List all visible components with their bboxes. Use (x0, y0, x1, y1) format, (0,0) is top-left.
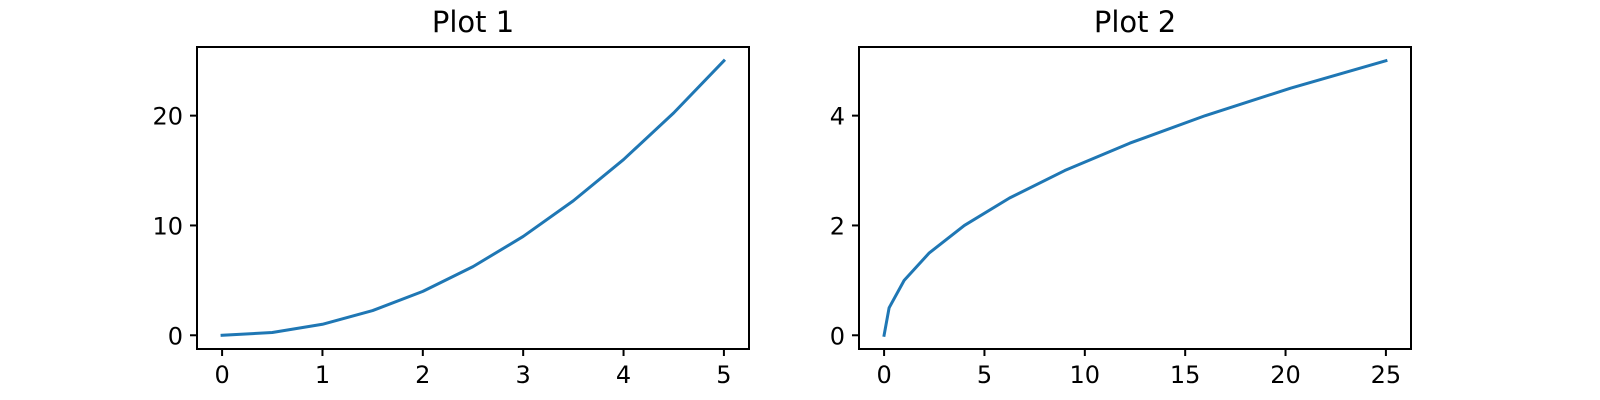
y-tick-label: 0 (830, 322, 845, 350)
series-line (220, 58, 727, 337)
x-tick-label: 4 (616, 361, 631, 389)
x-tick-label: 2 (415, 361, 430, 389)
x-tick-label: 15 (1170, 361, 1201, 389)
series-line (882, 58, 1388, 338)
x-tick-label: 10 (1070, 361, 1101, 389)
plot-title: Plot 1 (432, 5, 514, 39)
x-tick-label: 0 (214, 361, 229, 389)
axes-frame (858, 46, 1412, 350)
x-tick-label: 1 (315, 361, 330, 389)
y-tick-label: 20 (152, 103, 183, 131)
x-tick-label: 5 (716, 361, 731, 389)
y-tick-label: 2 (830, 212, 845, 240)
y-tick-label: 4 (830, 103, 845, 131)
x-tick-label: 25 (1371, 361, 1402, 389)
x-tick-label: 0 (876, 361, 891, 389)
subplot-1: Plot 1 0 1 2 3 4 5 0 10 20 (152, 5, 750, 389)
plot-title: Plot 2 (1094, 5, 1176, 39)
x-tick-label: 5 (977, 361, 992, 389)
y-tick-label: 10 (152, 212, 183, 240)
axes-frame (196, 46, 750, 350)
x-tick-label: 20 (1270, 361, 1301, 389)
x-tick-label: 3 (516, 361, 531, 389)
y-tick-label: 0 (168, 322, 183, 350)
subplot-2: Plot 2 0 5 10 15 20 25 0 2 4 (830, 5, 1412, 389)
